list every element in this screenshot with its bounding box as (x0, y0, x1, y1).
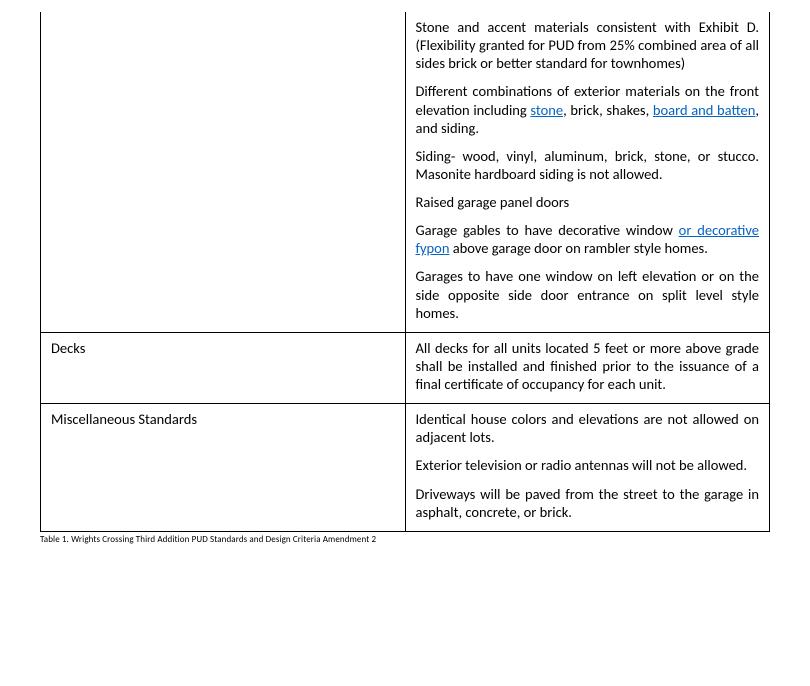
inline-link[interactable]: or decorative fypon (416, 221, 760, 257)
category-cell: Miscellaneous Standards (41, 404, 406, 532)
paragraph: Driveways will be paved from the street … (416, 485, 760, 521)
table-row: DecksAll decks for all units located 5 f… (41, 332, 770, 403)
paragraph: All decks for all units located 5 feet o… (416, 339, 760, 393)
standard-cell: Identical house colors and elevations ar… (405, 404, 770, 532)
table-row: Miscellaneous Standards Identical house c… (41, 404, 770, 532)
standard-cell: Stone and accent materials consistent wi… (405, 12, 770, 332)
page-container: Stone and accent materials consistent wi… (0, 0, 810, 686)
paragraph: Exterior television or radio antennas wi… (416, 456, 760, 474)
table-row: Stone and accent materials consistent wi… (41, 12, 770, 332)
category-cell (41, 12, 406, 332)
paragraph: Garage gables to have decorative window … (416, 221, 760, 257)
table-caption: Table 1. Wrights Crossing Third Addition… (40, 534, 770, 545)
paragraph: Stone and accent materials consistent wi… (416, 18, 760, 72)
inline-link[interactable]: stone (530, 101, 563, 119)
paragraph: Siding- wood, vinyl, aluminum, brick, st… (416, 147, 760, 183)
category-cell: Decks (41, 332, 406, 403)
paragraph: Raised garage panel doors (416, 193, 760, 211)
inline-link[interactable]: board and batten (653, 101, 755, 119)
standards-table: Stone and accent materials consistent wi… (40, 12, 770, 532)
table-body: Stone and accent materials consistent wi… (41, 12, 770, 531)
paragraph: Identical house colors and elevations ar… (416, 410, 760, 446)
paragraph: Different combinations of exterior mater… (416, 82, 760, 136)
paragraph: Garages to have one window on left eleva… (416, 267, 760, 321)
standard-cell: All decks for all units located 5 feet o… (405, 332, 770, 403)
